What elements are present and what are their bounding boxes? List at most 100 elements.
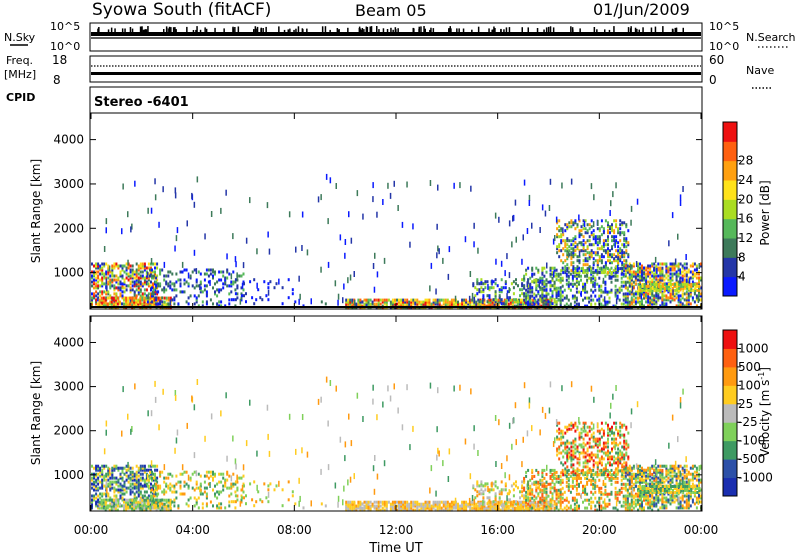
power-echo bbox=[113, 274, 116, 278]
power-echo bbox=[155, 306, 158, 310]
velocity-echo bbox=[355, 508, 358, 512]
power-echo bbox=[205, 300, 208, 304]
power-echo bbox=[426, 302, 429, 306]
power-echo bbox=[600, 219, 603, 223]
velocity-echo bbox=[402, 506, 405, 510]
power-echo bbox=[634, 290, 637, 294]
power-echo bbox=[685, 290, 688, 294]
velocity-echo bbox=[137, 470, 140, 474]
power-echo bbox=[590, 268, 593, 272]
power-echo bbox=[521, 278, 524, 282]
power-y-tick-label: 2000 bbox=[53, 221, 84, 235]
power-echo bbox=[598, 227, 601, 231]
velocity-echo bbox=[139, 506, 142, 510]
power-echo bbox=[103, 262, 106, 266]
power-echo bbox=[139, 276, 142, 280]
velocity-echo bbox=[482, 492, 485, 496]
power-echo bbox=[637, 286, 640, 290]
power-echo bbox=[357, 298, 360, 302]
power-echo bbox=[91, 296, 93, 300]
power-echo bbox=[598, 259, 601, 263]
velocity-echo bbox=[131, 466, 134, 470]
power-echo bbox=[207, 280, 210, 284]
power-echo bbox=[562, 239, 565, 243]
velocity-echo bbox=[320, 502, 323, 506]
power-echo bbox=[683, 262, 686, 266]
power-echo bbox=[406, 181, 408, 188]
power-echo bbox=[634, 282, 637, 286]
power-echo bbox=[619, 259, 622, 263]
velocity-echo bbox=[550, 508, 553, 512]
velocity-echo bbox=[565, 504, 568, 508]
power-echo bbox=[477, 306, 480, 310]
power-echo bbox=[694, 282, 697, 286]
velocity-echo bbox=[571, 480, 574, 484]
velocity-echo bbox=[232, 482, 235, 486]
power-echo bbox=[131, 264, 134, 268]
power-echo bbox=[610, 288, 613, 292]
power-echo bbox=[557, 294, 560, 298]
velocity-echo bbox=[527, 496, 530, 500]
power-echo bbox=[273, 286, 276, 290]
velocity-echo bbox=[555, 488, 558, 492]
power-echo bbox=[131, 272, 134, 276]
power-echo bbox=[628, 274, 631, 278]
velocity-echo bbox=[525, 474, 528, 478]
power-echo bbox=[374, 252, 376, 259]
power-echo bbox=[653, 282, 656, 286]
power-echo bbox=[105, 276, 108, 280]
power-echo bbox=[91, 298, 93, 302]
power-echo bbox=[663, 286, 666, 290]
velocity-echo bbox=[489, 504, 492, 508]
power-echo bbox=[685, 304, 688, 308]
power-echo bbox=[107, 268, 110, 272]
power-echo bbox=[434, 298, 437, 302]
velocity-echo bbox=[109, 480, 112, 484]
nsky-spike bbox=[256, 26, 259, 32]
nsky-spike bbox=[306, 28, 308, 32]
power-echo bbox=[592, 229, 595, 233]
power-echo bbox=[95, 262, 98, 266]
power-echo bbox=[133, 290, 136, 294]
velocity-echo bbox=[537, 492, 540, 496]
power-echo bbox=[651, 288, 654, 292]
power-echo bbox=[592, 233, 595, 237]
power-echo bbox=[123, 264, 126, 268]
power-echo bbox=[622, 298, 625, 302]
velocity-echo bbox=[157, 492, 160, 496]
velocity-echo bbox=[543, 484, 546, 488]
power-echo bbox=[618, 290, 621, 294]
power-echo bbox=[199, 284, 201, 291]
velocity-echo bbox=[426, 504, 429, 508]
power-echo bbox=[137, 298, 140, 302]
power-echo bbox=[567, 270, 570, 274]
power-echo bbox=[626, 264, 629, 268]
velocity-echo bbox=[123, 484, 126, 488]
velocity-echo bbox=[477, 508, 480, 512]
power-echo bbox=[695, 304, 698, 308]
velocity-echo bbox=[479, 508, 482, 512]
power-echo bbox=[489, 300, 492, 304]
power-echo bbox=[630, 219, 632, 226]
power-echo bbox=[261, 298, 264, 302]
power-echo bbox=[526, 306, 529, 310]
power-echo bbox=[607, 249, 609, 253]
power-echo bbox=[584, 282, 587, 286]
power-echo bbox=[552, 238, 555, 245]
velocity-echo bbox=[151, 478, 153, 482]
velocity-echo bbox=[119, 482, 122, 486]
power-echo bbox=[531, 290, 534, 294]
power-echo bbox=[600, 253, 603, 257]
power-echo bbox=[113, 292, 116, 296]
velocity-echo bbox=[183, 484, 186, 488]
velocity-echo bbox=[111, 500, 114, 504]
power-echo bbox=[610, 266, 613, 270]
velocity-echo bbox=[153, 476, 155, 480]
power-echo bbox=[137, 280, 140, 284]
power-echo bbox=[661, 296, 664, 300]
power-echo bbox=[542, 306, 545, 310]
velocity-echo bbox=[224, 506, 227, 510]
velocity-echo bbox=[347, 506, 350, 510]
power-echo bbox=[598, 257, 601, 261]
power-echo bbox=[446, 298, 449, 302]
